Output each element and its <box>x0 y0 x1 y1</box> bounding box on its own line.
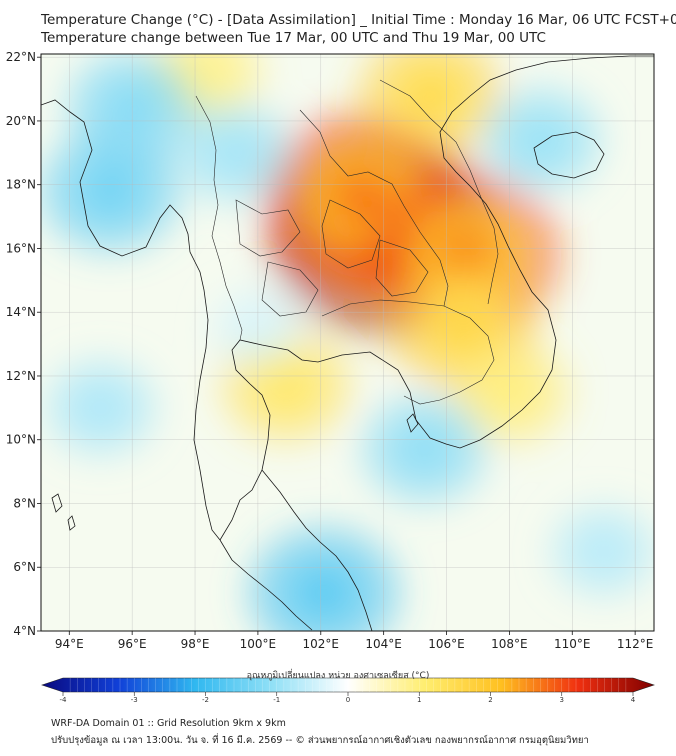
lat-label: 22°N <box>6 50 36 64</box>
laos-thailand-border <box>299 109 449 307</box>
lat-label: 12°N <box>6 369 36 383</box>
colorbar-tick-label: -4 <box>60 696 68 704</box>
cambodia-border <box>321 299 495 405</box>
anomaly-cool-bay-of-bengal <box>87 171 133 211</box>
colorbar: -4 -3 -2 -1 0 1 2 3 4 <box>41 677 655 704</box>
anomaly-warm-gulf-thailand <box>265 367 307 404</box>
lat-label: 20°N <box>6 114 36 128</box>
lat-label: 8°N <box>13 496 36 510</box>
lon-label: 94°E <box>55 637 84 651</box>
myanmar-thailand-border <box>195 95 243 341</box>
lon-label: 104°E <box>365 637 402 651</box>
lon-label: 98°E <box>181 637 210 651</box>
anomaly-warm-laos-north <box>330 170 393 225</box>
country-borders <box>195 79 499 405</box>
lon-label: 100°E <box>240 637 277 651</box>
lon-label: 106°E <box>428 637 465 651</box>
longitude-axis: 94°E 96°E 98°E 100°E 102°E 104°E 106°E 108°E 110… <box>55 631 654 651</box>
anomaly-cool-mekong-delta <box>404 431 445 467</box>
anomaly-cool-hainan <box>521 123 560 157</box>
andaman-islands <box>51 493 76 531</box>
colorbar-label: อุณหภูมิเปลี่ยนแปลง หน่วย องศาเซลเซียส (… <box>246 671 430 681</box>
anomaly-cool-se-sea <box>586 536 621 566</box>
laos-vietnam-border <box>379 79 499 305</box>
thai-provinces <box>235 199 429 317</box>
anomaly-cool-andaman <box>83 392 119 424</box>
lon-label: 112°E <box>617 637 654 651</box>
footer-model-info: WRF-DA Domain 01 :: Grid Resolution 9km … <box>51 718 286 729</box>
anomaly-field <box>41 54 654 631</box>
colorbar-tick-label: 0 <box>346 696 350 704</box>
title-line-1: Temperature Change (°C) - [Data Assimila… <box>41 12 676 28</box>
anomaly-warm-north-myanmar <box>186 57 223 90</box>
anomaly-cool-south-china-sea <box>299 571 348 614</box>
lat-label: 18°N <box>6 178 36 192</box>
lon-label: 110°E <box>554 637 591 651</box>
coastlines <box>41 55 654 631</box>
colorbar-tick-label: 4 <box>631 696 636 704</box>
colorbar-tick-label: 2 <box>488 696 492 704</box>
colorbar-tick-label: -2 <box>202 696 209 704</box>
colorbar-tick-label: -1 <box>273 696 280 704</box>
lat-label: 16°N <box>6 241 36 255</box>
hainan-island <box>533 131 605 179</box>
anomaly-warm-cambodia <box>438 304 487 346</box>
colorbar-tick-label: -3 <box>131 696 138 704</box>
map-frame <box>40 53 655 632</box>
lon-label: 96°E <box>118 637 147 651</box>
thai-peninsula-east <box>219 55 654 541</box>
phu-quoc <box>406 413 419 433</box>
lon-label: 108°E <box>491 637 528 651</box>
title-line-2: Temperature change between Tue 17 Mar, 0… <box>41 30 546 46</box>
colorbar-tick-label: 1 <box>417 696 421 704</box>
lat-label: 4°N <box>13 624 36 638</box>
lat-label: 10°N <box>6 433 36 447</box>
footer-update-info: ปรับปรุงข้อมูล ณ เวลา 13:00น. วัน จ. ที่… <box>51 735 589 746</box>
malay-peninsula <box>219 469 373 631</box>
colorbar-tick-label: 3 <box>560 696 564 704</box>
lat-label: 14°N <box>6 305 36 319</box>
lon-label: 102°E <box>303 637 340 651</box>
anomaly-warm-north-laos <box>407 75 454 116</box>
latitude-axis: 22°N 20°N 18°N 16°N 14°N 12°N 10°N 8°N 6°N 4°N <box>6 50 41 638</box>
graticule <box>41 54 654 631</box>
colorbar-ticks: -4 -3 -2 -1 0 1 2 3 4 <box>60 678 636 704</box>
lat-label: 6°N <box>13 560 36 574</box>
myanmar-coast <box>41 99 221 541</box>
anomaly-cool-west-thailand <box>217 136 255 169</box>
